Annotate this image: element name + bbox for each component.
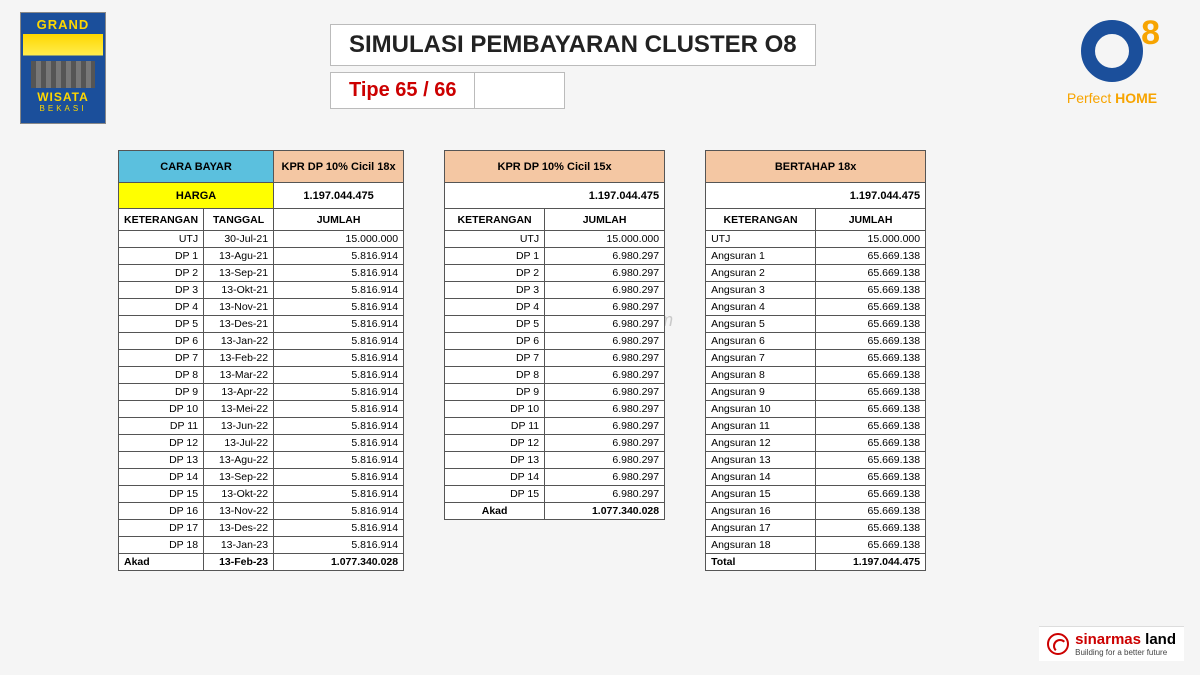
eight-icon: 8: [1141, 14, 1160, 53]
tables-container: CARA BAYARKPR DP 10% Cicil 18xHARGA1.197…: [118, 150, 1160, 571]
table-row: DP 313-Okt-215.816.914: [119, 282, 404, 299]
payment-table-2: KPR DP 10% Cicil 15x1.197.044.475KETERAN…: [444, 150, 665, 520]
table-row: DP 1513-Okt-225.816.914: [119, 486, 404, 503]
table-row: DP 16.980.297: [445, 248, 665, 265]
table-row: Angsuran 1165.669.138: [706, 418, 926, 435]
payment-table-3: BERTAHAP 18x1.197.044.475KETERANGANJUMLA…: [705, 150, 926, 571]
table-row: Angsuran 1665.669.138: [706, 503, 926, 520]
table-row: DP 713-Feb-225.816.914: [119, 350, 404, 367]
total-row: Akad1.077.340.028: [445, 503, 665, 520]
table-row: DP 136.980.297: [445, 452, 665, 469]
table-row: Angsuran 1065.669.138: [706, 401, 926, 418]
table-row: Angsuran 1265.669.138: [706, 435, 926, 452]
table-row: DP 813-Mar-225.816.914: [119, 367, 404, 384]
table-row: Angsuran 765.669.138: [706, 350, 926, 367]
tipe-label: Tipe 65 / 66: [330, 72, 475, 109]
scheme-header: BERTAHAP 18x: [706, 151, 926, 183]
table-row: DP 1113-Jun-225.816.914: [119, 418, 404, 435]
table-row: DP 56.980.297: [445, 316, 665, 333]
page-title: SIMULASI PEMBAYARAN CLUSTER O8: [349, 31, 797, 59]
table-row: Angsuran 965.669.138: [706, 384, 926, 401]
table-row: UTJ30-Jul-2115.000.000: [119, 231, 404, 248]
table-row: UTJ15.000.000: [706, 231, 926, 248]
table-row: Angsuran 565.669.138: [706, 316, 926, 333]
payment-table-1: CARA BAYARKPR DP 10% Cicil 18xHARGA1.197…: [118, 150, 404, 571]
table-row: UTJ15.000.000: [445, 231, 665, 248]
table-row: DP 1213-Jul-225.816.914: [119, 435, 404, 452]
harga-value: 1.197.044.475: [274, 183, 404, 209]
table-row: DP 1613-Nov-225.816.914: [119, 503, 404, 520]
table-row: DP 1813-Jan-235.816.914: [119, 537, 404, 554]
column-header: TANGGAL: [204, 209, 274, 231]
table-row: DP 46.980.297: [445, 299, 665, 316]
table-row: DP 513-Des-215.816.914: [119, 316, 404, 333]
table-row: DP 213-Sep-215.816.914: [119, 265, 404, 282]
column-header: KETERANGAN: [445, 209, 545, 231]
table-row: Angsuran 865.669.138: [706, 367, 926, 384]
logo-line2: WISATA: [23, 90, 103, 104]
o8-logo: 8 Perfect HOME: [1052, 20, 1172, 106]
table-row: DP 106.980.297: [445, 401, 665, 418]
table-row: DP 126.980.297: [445, 435, 665, 452]
logo-scene-icon: [23, 34, 103, 88]
o-circle-icon: [1081, 20, 1143, 82]
column-header: KETERANGAN: [706, 209, 816, 231]
table-row: DP 113-Agu-215.816.914: [119, 248, 404, 265]
table-row: Angsuran 265.669.138: [706, 265, 926, 282]
table-row: Angsuran 665.669.138: [706, 333, 926, 350]
title-panel: SIMULASI PEMBAYARAN CLUSTER O8: [330, 24, 816, 66]
perfect-home-label: Perfect HOME: [1052, 90, 1172, 106]
logo-line3: BEKASI: [23, 104, 103, 113]
table-row: DP 116.980.297: [445, 418, 665, 435]
table-row: DP 1313-Agu-225.816.914: [119, 452, 404, 469]
harga-label: HARGA: [119, 183, 274, 209]
table-row: DP 66.980.297: [445, 333, 665, 350]
logo-line1: GRAND: [23, 17, 103, 32]
table-row: DP 613-Jan-225.816.914: [119, 333, 404, 350]
sinarmas-tagline: Building for a better future: [1075, 648, 1176, 657]
harga-value: 1.197.044.475: [445, 183, 665, 209]
table-row: DP 913-Apr-225.816.914: [119, 384, 404, 401]
tipe-blank-cell: [475, 72, 565, 109]
table-row: Angsuran 165.669.138: [706, 248, 926, 265]
table-row: DP 1013-Mei-225.816.914: [119, 401, 404, 418]
total-row: Akad13-Feb-231.077.340.028: [119, 554, 404, 571]
column-header: JUMLAH: [274, 209, 404, 231]
table-row: DP 156.980.297: [445, 486, 665, 503]
total-row: Total1.197.044.475: [706, 554, 926, 571]
table-row: Angsuran 1565.669.138: [706, 486, 926, 503]
cara-bayar-header: CARA BAYAR: [119, 151, 274, 183]
table-row: DP 86.980.297: [445, 367, 665, 384]
column-header: JUMLAH: [816, 209, 926, 231]
sinarmas-swirl-icon: [1047, 633, 1069, 655]
harga-value: 1.197.044.475: [706, 183, 926, 209]
table-row: Angsuran 1865.669.138: [706, 537, 926, 554]
table-row: DP 146.980.297: [445, 469, 665, 486]
table-row: Angsuran 1465.669.138: [706, 469, 926, 486]
table-row: DP 96.980.297: [445, 384, 665, 401]
table-row: Angsuran 1765.669.138: [706, 520, 926, 537]
table-row: DP 76.980.297: [445, 350, 665, 367]
table-row: DP 1713-Des-225.816.914: [119, 520, 404, 537]
table-row: DP 26.980.297: [445, 265, 665, 282]
sinarmas-logo: sinarmas land Building for a better futu…: [1039, 626, 1184, 661]
table-row: DP 36.980.297: [445, 282, 665, 299]
table-row: Angsuran 365.669.138: [706, 282, 926, 299]
sinarmas-brand: sinarmas land: [1075, 631, 1176, 648]
tipe-panel: Tipe 65 / 66: [330, 72, 565, 109]
grand-wisata-logo: GRAND WISATA BEKASI: [20, 12, 106, 124]
column-header: JUMLAH: [545, 209, 665, 231]
table-row: Angsuran 465.669.138: [706, 299, 926, 316]
table-row: DP 1413-Sep-225.816.914: [119, 469, 404, 486]
table-row: DP 413-Nov-215.816.914: [119, 299, 404, 316]
table-row: Angsuran 1365.669.138: [706, 452, 926, 469]
scheme-header: KPR DP 10% Cicil 18x: [274, 151, 404, 183]
scheme-header: KPR DP 10% Cicil 15x: [445, 151, 665, 183]
column-header: KETERANGAN: [119, 209, 204, 231]
